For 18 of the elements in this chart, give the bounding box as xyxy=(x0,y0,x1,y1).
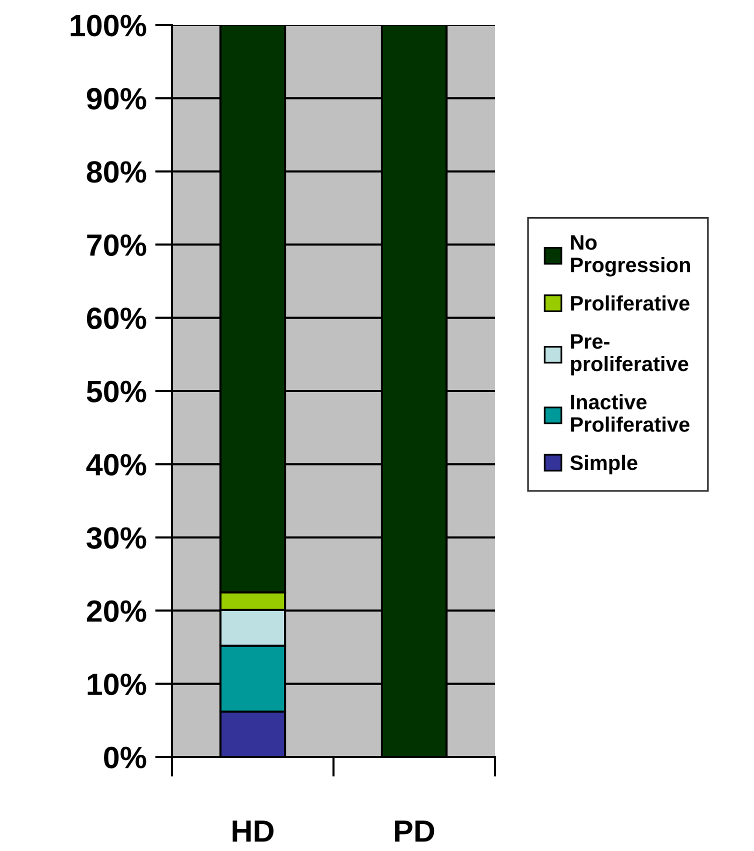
legend-label: Inactive Proliferative xyxy=(571,394,690,432)
y-tick-label: 50% xyxy=(86,380,146,402)
y-tick-label: 10% xyxy=(88,674,146,696)
y-tick-label: 0% xyxy=(104,746,146,768)
y-tick-label: 90% xyxy=(86,88,146,110)
y-tick-label: 70% xyxy=(87,234,146,256)
y-tick-label: 40% xyxy=(86,454,146,476)
y-tick-label: 60% xyxy=(86,308,146,330)
legend-label: No Progression xyxy=(571,235,690,276)
y-tick-label: 100% xyxy=(70,14,146,36)
legend-label: Pre- proliferative xyxy=(571,334,688,376)
y-tick-label: 20% xyxy=(86,600,146,622)
x-tick-label: PD xyxy=(395,820,434,842)
y-tick-label: 30% xyxy=(86,527,146,549)
legend-label: Simple xyxy=(570,454,638,474)
y-tick-label: 80% xyxy=(86,161,146,183)
legend-label: Proliferative xyxy=(571,295,690,311)
x-tick-label: HD xyxy=(232,820,274,842)
